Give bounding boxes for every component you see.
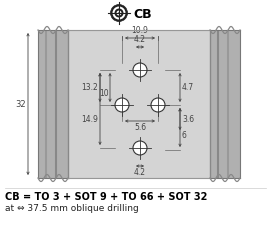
Circle shape xyxy=(111,5,127,21)
Circle shape xyxy=(133,63,147,77)
Text: 6: 6 xyxy=(182,131,187,140)
FancyBboxPatch shape xyxy=(68,30,210,178)
Circle shape xyxy=(115,9,124,17)
Text: 10: 10 xyxy=(99,89,109,98)
Circle shape xyxy=(133,141,147,155)
Text: 14.9: 14.9 xyxy=(81,114,98,123)
FancyBboxPatch shape xyxy=(38,30,240,178)
FancyBboxPatch shape xyxy=(38,30,68,178)
Text: 4.2: 4.2 xyxy=(134,35,146,44)
Text: 4.2: 4.2 xyxy=(134,168,146,177)
Text: 4.7: 4.7 xyxy=(182,83,194,92)
Circle shape xyxy=(118,12,120,14)
Text: 3.6: 3.6 xyxy=(182,114,194,123)
Text: CB: CB xyxy=(133,8,152,20)
Text: 10.9: 10.9 xyxy=(131,26,149,35)
Circle shape xyxy=(151,98,165,112)
Circle shape xyxy=(115,98,129,112)
Circle shape xyxy=(112,7,125,19)
Text: 32: 32 xyxy=(15,99,26,109)
Circle shape xyxy=(117,10,121,16)
Text: CB = TO 3 + SOT 9 + TO 66 + SOT 32: CB = TO 3 + SOT 9 + TO 66 + SOT 32 xyxy=(5,192,207,202)
FancyBboxPatch shape xyxy=(210,30,240,178)
Text: at ⇔ 37.5 mm oblique drilling: at ⇔ 37.5 mm oblique drilling xyxy=(5,204,139,213)
Text: 5.6: 5.6 xyxy=(134,123,146,132)
Text: 13.2: 13.2 xyxy=(81,83,98,92)
